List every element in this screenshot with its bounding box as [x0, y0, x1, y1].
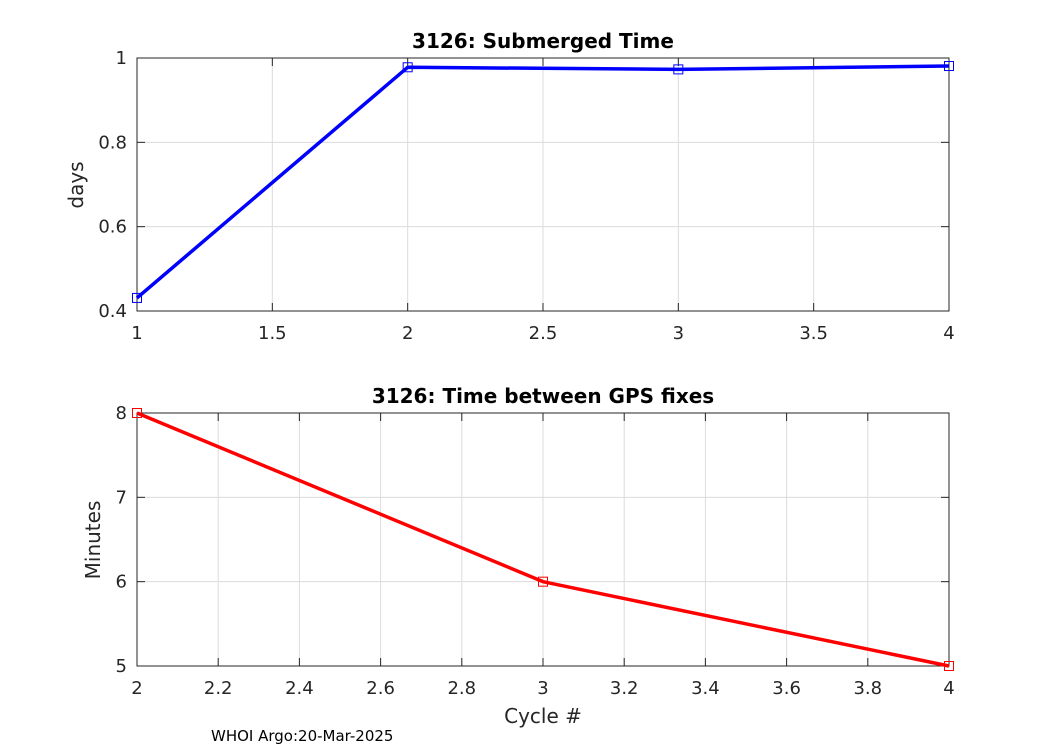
series-line: [136, 411, 950, 668]
x-tick-label: 1: [131, 323, 142, 344]
data-point: [132, 292, 142, 303]
data-point: [944, 661, 954, 671]
x-tick-label: 4: [943, 323, 954, 344]
x-tick-label: 2.6: [366, 678, 395, 699]
y-tick-label: 7: [116, 487, 127, 508]
x-tick-label: 2.2: [204, 678, 233, 699]
axis-ticks: 1 1.5 2 2.5 3 3.5 4 0.4 0.6 0.8 1: [98, 48, 954, 344]
chart-title: 3126: Time between GPS fixes: [372, 384, 714, 408]
x-tick-label: 3.6: [772, 678, 801, 699]
data-point: [538, 576, 548, 587]
y-tick-label: 0.6: [98, 217, 127, 238]
x-tick-label: 2.5: [529, 323, 558, 344]
axis-ticks: 2 2.2 2.4 2.6 2.8 3 3.2 3.4 3.6 3.8 4 5 6 7 8: [116, 403, 955, 699]
chart-title: 3126: Submerged Time: [412, 29, 674, 53]
y-tick-label: 0.8: [98, 132, 127, 153]
x-tick-label: 3.5: [799, 323, 828, 344]
gps-fix-interval-chart: 2 2.2 2.4 2.6 2.8 3 3.2 3.4 3.6 3.8 4 5 6 7 8 3126: Ti…: [81, 384, 955, 728]
data-point: [132, 408, 142, 418]
x-tick-label: 1.5: [258, 323, 287, 344]
data-series: [132, 408, 954, 671]
x-tick-label: 2: [131, 678, 142, 699]
x-tick-label: 4: [943, 678, 954, 699]
footer-stamp: WHOI Argo:20-Mar-2025: [211, 727, 393, 745]
data-point: [944, 61, 954, 72]
x-tick-label: 2.8: [447, 678, 476, 699]
x-tick-label: 3.4: [691, 678, 720, 699]
x-tick-label: 3: [673, 323, 684, 344]
data-point: [673, 64, 684, 75]
y-tick-label: 5: [116, 656, 127, 677]
y-tick-label: 8: [116, 403, 127, 424]
y-axis-label: Minutes: [81, 501, 105, 580]
x-tick-label: 2: [402, 323, 413, 344]
x-tick-label: 3.8: [853, 678, 882, 699]
data-series: [132, 61, 954, 303]
x-tick-label: 3.2: [610, 678, 639, 699]
x-tick-label: 3: [537, 678, 548, 699]
x-axis-label: Cycle #: [504, 704, 582, 728]
y-tick-label: 0.4: [98, 301, 127, 322]
y-tick-label: 1: [116, 48, 127, 69]
series-line: [135, 64, 950, 300]
y-tick-label: 6: [116, 572, 127, 593]
submerged-time-chart: 1 1.5 2 2.5 3 3.5 4 0.4 0.6 0.8 1 3126: Submerged …: [64, 29, 955, 344]
data-point: [402, 62, 413, 73]
y-axis-label: days: [64, 161, 88, 208]
x-tick-label: 2.4: [285, 678, 314, 699]
